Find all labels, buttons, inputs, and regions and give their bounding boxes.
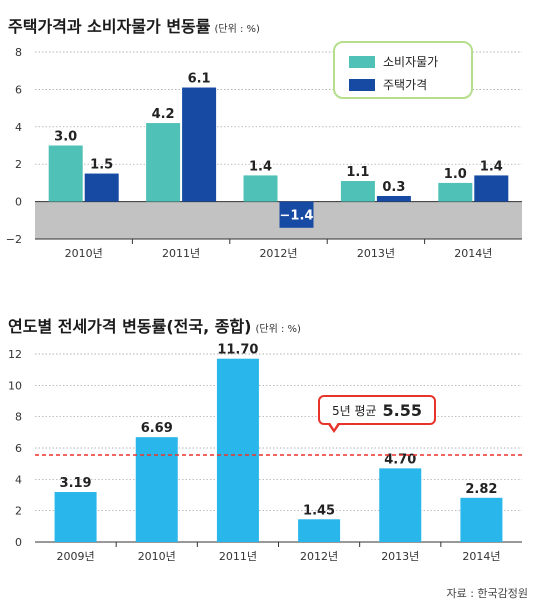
data-label: 0.3	[382, 180, 405, 195]
bar-cpi	[146, 123, 181, 202]
y-tick-label: 8	[15, 411, 22, 424]
legend-item-cpi: 소비자물가	[349, 53, 438, 70]
legend-swatch-housing	[349, 78, 375, 91]
legend-swatch-cpi	[349, 55, 375, 68]
legend-label-housing: 주택가격	[383, 78, 428, 92]
bar-jeonse	[135, 437, 178, 542]
x-tick-label: 2013년	[357, 247, 395, 260]
x-tick-label: 2013년	[381, 550, 419, 563]
bar-jeonse	[54, 492, 97, 542]
y-tick-label: 2	[15, 505, 22, 518]
data-label: 3.19	[60, 476, 92, 491]
bar-cpi	[243, 175, 278, 202]
legend-label-cpi: 소비자물가	[383, 55, 439, 69]
y-tick-label: 12	[8, 348, 22, 361]
source-note: 자료 : 한국감정원	[446, 587, 528, 600]
y-tick-label: 8	[15, 46, 22, 59]
bar-jeonse	[379, 468, 422, 542]
data-label: 1.45	[303, 503, 335, 518]
data-label: −1.4	[280, 209, 314, 224]
x-tick-label: 2010년	[138, 550, 176, 563]
y-tick-label: 0	[15, 536, 22, 549]
chart2-unit: (단위 : %)	[255, 324, 301, 335]
y-tick-label: 0	[15, 196, 22, 209]
chart1-title: 주택가격과 소비자물가 변동률 (단위 : %)	[8, 17, 260, 36]
chart2-title: 연도별 전세가격 변동률(전국, 종합) (단위 : %)	[8, 317, 301, 336]
x-tick-label: 2012년	[259, 247, 297, 260]
bar-housing	[182, 87, 217, 202]
bar-cpi	[340, 181, 375, 202]
data-label: 1.5	[90, 158, 113, 173]
average-callout: 5년 평균 5.55	[318, 395, 436, 425]
average-callout-tail	[327, 421, 341, 433]
data-label: 1.4	[480, 159, 503, 174]
y-tick-label: −2	[6, 233, 22, 246]
average-callout-label: 5년 평균	[331, 403, 377, 418]
data-label: 1.1	[346, 165, 369, 180]
bar-housing	[376, 195, 411, 202]
chart1-unit: (단위 : %)	[214, 24, 260, 35]
x-tick-label: 2014년	[462, 550, 500, 563]
data-label: 6.69	[141, 421, 173, 436]
y-tick-label: 4	[15, 121, 22, 134]
data-label: 2.82	[465, 482, 497, 497]
y-tick-label: 6	[15, 442, 22, 455]
data-label: 1.4	[249, 159, 272, 174]
bar-jeonse	[460, 497, 503, 542]
x-tick-label: 2010년	[65, 247, 103, 260]
x-tick-label: 2012년	[300, 550, 338, 563]
bar-cpi	[438, 182, 473, 202]
data-label: 4.70	[384, 452, 416, 467]
x-tick-label: 2011년	[162, 247, 200, 260]
data-label: 6.1	[188, 72, 211, 87]
bar-jeonse	[298, 519, 341, 542]
chart1-legend: 소비자물가 주택가격	[333, 41, 473, 99]
negative-band	[35, 201, 522, 239]
data-label: 11.70	[217, 343, 258, 358]
y-tick-label: 2	[15, 158, 22, 171]
bar-jeonse	[216, 358, 259, 542]
data-label: 4.2	[152, 107, 175, 122]
data-label: 1.0	[444, 167, 467, 182]
data-label: 3.0	[54, 130, 77, 145]
x-tick-label: 2011년	[219, 550, 257, 563]
y-tick-label: 10	[8, 379, 22, 392]
average-callout-value: 5.55	[382, 400, 423, 420]
x-tick-label: 2014년	[454, 247, 492, 260]
y-tick-label: 6	[15, 83, 22, 96]
bar-housing	[474, 175, 509, 202]
bar-housing	[84, 173, 119, 202]
bar-housing	[279, 201, 314, 228]
bar-cpi	[48, 145, 83, 202]
x-tick-label: 2009년	[57, 550, 95, 563]
legend-item-housing: 주택가격	[349, 76, 427, 93]
y-tick-label: 4	[15, 473, 22, 486]
